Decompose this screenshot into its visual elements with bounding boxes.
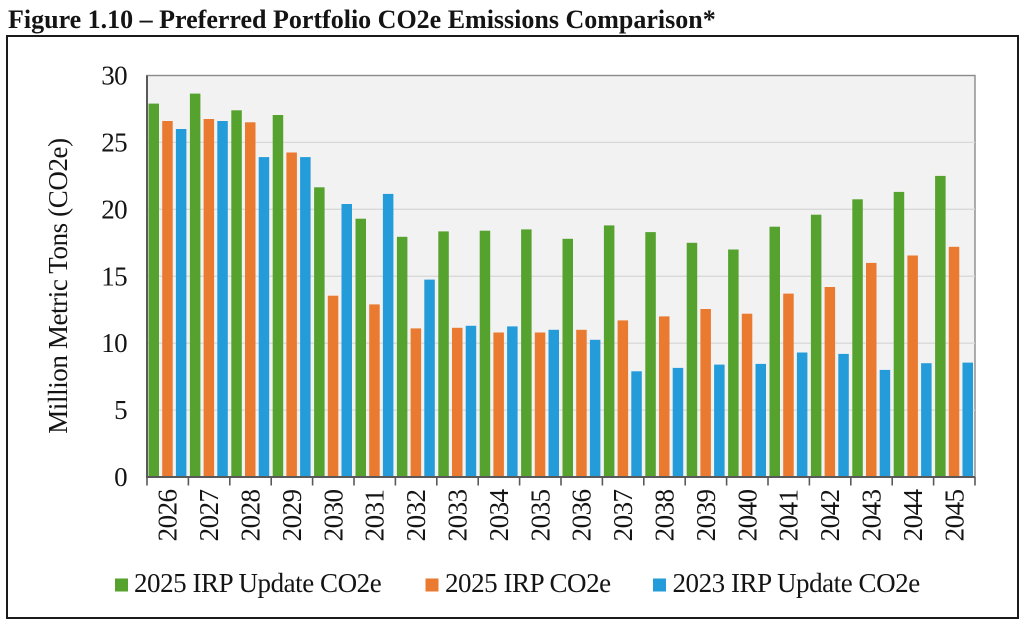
svg-text:15: 15 xyxy=(101,261,127,291)
svg-text:2025 IRP CO2e: 2025 IRP CO2e xyxy=(445,568,611,598)
svg-text:2031: 2031 xyxy=(360,490,390,542)
svg-text:2037: 2037 xyxy=(608,489,638,541)
svg-text:2023 IRP Update CO2e: 2023 IRP Update CO2e xyxy=(673,568,921,598)
svg-text:2045: 2045 xyxy=(939,489,969,541)
svg-text:2034: 2034 xyxy=(484,488,514,541)
svg-text:2042: 2042 xyxy=(815,489,845,541)
svg-text:2036: 2036 xyxy=(567,489,597,541)
svg-text:2030: 2030 xyxy=(318,489,348,541)
svg-text:2026: 2026 xyxy=(153,489,183,541)
svg-text:2038: 2038 xyxy=(650,489,680,541)
svg-text:2032: 2032 xyxy=(401,489,431,541)
svg-text:20: 20 xyxy=(101,194,127,224)
svg-text:2029: 2029 xyxy=(277,489,307,541)
svg-text:2028: 2028 xyxy=(236,489,266,541)
svg-text:2041: 2041 xyxy=(774,490,804,542)
svg-text:2040: 2040 xyxy=(732,489,762,541)
svg-text:30: 30 xyxy=(101,61,127,91)
svg-text:2043: 2043 xyxy=(857,489,887,541)
svg-text:2044: 2044 xyxy=(898,488,928,541)
svg-text:2027: 2027 xyxy=(194,489,224,541)
svg-text:5: 5 xyxy=(114,395,127,425)
svg-text:2025 IRP Update CO2e: 2025 IRP Update CO2e xyxy=(134,568,382,598)
svg-text:2033: 2033 xyxy=(443,489,473,541)
svg-text:2035: 2035 xyxy=(525,489,555,541)
svg-text:Figure 1.10 – Preferred Portfo: Figure 1.10 – Preferred Portfolio CO2e E… xyxy=(8,5,716,34)
svg-text:0: 0 xyxy=(114,462,127,492)
svg-text:25: 25 xyxy=(101,127,127,157)
svg-text:10: 10 xyxy=(101,328,127,358)
svg-text:Million Metric Tons (CO2e): Million Metric Tons (CO2e) xyxy=(43,138,73,433)
svg-text:2039: 2039 xyxy=(691,489,721,541)
